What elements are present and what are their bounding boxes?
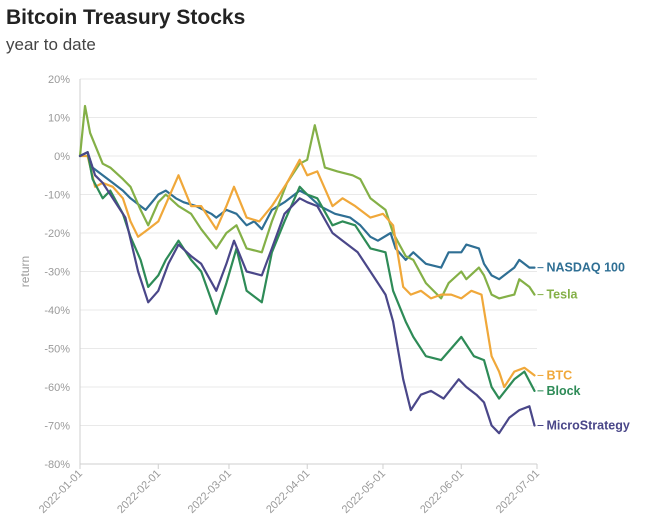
y-tick-label: -10% bbox=[44, 190, 70, 202]
y-tick-label: -20% bbox=[44, 228, 70, 240]
x-tick-label: 2022-02-01 bbox=[115, 468, 163, 516]
y-tick-label: -80% bbox=[44, 459, 70, 471]
x-tick-label: 2022-03-01 bbox=[186, 468, 234, 516]
series-layer bbox=[78, 104, 536, 435]
x-tick-label: 2022-06-01 bbox=[418, 468, 466, 516]
y-tick-label: -60% bbox=[44, 382, 70, 394]
end-label-btc: BTC bbox=[546, 368, 572, 382]
y-tick-label: 0% bbox=[54, 151, 70, 163]
y-tick-label: -30% bbox=[44, 267, 70, 279]
x-tick-label: 2022-01-01 bbox=[37, 468, 85, 516]
series-line-tesla bbox=[78, 104, 536, 300]
y-tick-label: -70% bbox=[44, 421, 70, 433]
series-line-nasdaq-100 bbox=[78, 151, 536, 281]
series-line-btc bbox=[78, 154, 536, 389]
x-tick-label: 2022-04-01 bbox=[264, 468, 312, 516]
x-tick-label: 2022-05-01 bbox=[340, 468, 388, 516]
y-tick-label: -40% bbox=[44, 305, 70, 317]
y-axis-label: return bbox=[18, 256, 32, 287]
y-tick-label: -50% bbox=[44, 344, 70, 356]
end-label-tesla: Tesla bbox=[546, 288, 578, 302]
series-line-block bbox=[78, 151, 536, 400]
grid-layer bbox=[80, 78, 537, 465]
y-tick-label: 10% bbox=[48, 113, 70, 125]
chart-title: Bitcoin Treasury Stocks bbox=[6, 6, 246, 29]
end-label-microstrategy: MicroStrategy bbox=[546, 419, 629, 433]
end-label-nasdaq-100: NASDAQ 100 bbox=[546, 261, 625, 275]
end-label-block: Block bbox=[546, 384, 580, 398]
axis-layer: 20% 10% 0% -10% -20% -30% -40% -50% -60% -70% -80%… bbox=[18, 74, 542, 516]
label-layer: NASDAQ 100 Tesla BTC Block MicroStrategy bbox=[537, 261, 630, 433]
chart-subtitle: year to date bbox=[6, 35, 96, 54]
series-line-microstrategy bbox=[78, 151, 536, 435]
y-tick-label: 20% bbox=[48, 74, 70, 86]
x-tick-label: 2022-07-01 bbox=[494, 468, 542, 516]
